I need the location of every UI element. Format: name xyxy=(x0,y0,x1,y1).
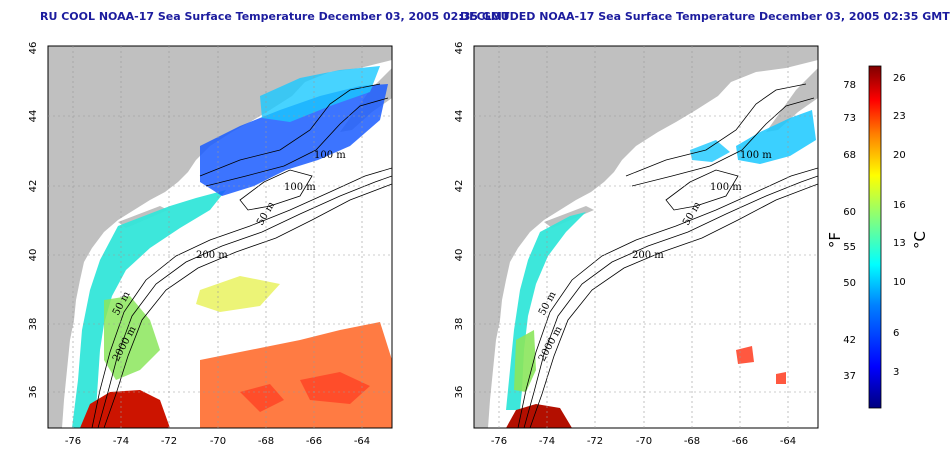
right-sst-gulf-maine-patch xyxy=(690,140,730,162)
fahrenheit-tick: 68 xyxy=(843,150,856,161)
celsius-tick: 10 xyxy=(893,277,906,288)
right-map: 100 m 100 m 50 m 200 m 50 m 2000 m -76 -… xyxy=(454,42,819,447)
fahrenheit-tick: 60 xyxy=(843,207,856,218)
colorbar-bar xyxy=(868,65,882,409)
left-sst-offshore-scatter xyxy=(240,372,370,412)
left-sst-gulf-maine-cyan xyxy=(260,66,380,122)
left-map: 100 m 100 m 50 m 200 m 50 m 2000 m -76 -… xyxy=(28,42,393,447)
right-y-tick: 46 xyxy=(454,42,465,55)
celsius-tick: 23 xyxy=(893,111,906,122)
left-sst-gulfstream-red xyxy=(80,390,170,428)
left-y-tick: 44 xyxy=(28,110,39,123)
right-x-axis: -76 -74 -72 -70 -68 -66 -64 xyxy=(491,436,796,447)
fahrenheit-label: °F xyxy=(826,232,844,248)
celsius-tick: 6 xyxy=(893,328,899,339)
right-panel-title: DECLOUDED NOAA-17 Sea Surface Temperatur… xyxy=(460,10,950,23)
left-y-tick: 38 xyxy=(28,318,39,331)
right-sst-coastal-cyan xyxy=(506,212,586,410)
fahrenheit-tick: 55 xyxy=(843,242,856,253)
fahrenheit-tick: 78 xyxy=(843,80,856,91)
celsius-tick: 26 xyxy=(893,73,906,84)
right-x-tick: -64 xyxy=(780,436,796,447)
celsius-label: °C xyxy=(911,231,929,249)
right-x-tick: -72 xyxy=(587,436,603,447)
left-sst-nearshore-green xyxy=(104,296,160,380)
left-map-frame xyxy=(47,45,393,429)
left-gridlines xyxy=(48,46,392,428)
right-bathymetry-contours xyxy=(517,83,818,428)
left-x-tick: -64 xyxy=(354,436,370,447)
left-x-tick: -66 xyxy=(306,436,322,447)
colorbar: °F °C 78 73 68 60 55 50 42 37 26 23 20 1… xyxy=(826,65,929,409)
left-sst-coastal-cyan xyxy=(72,190,226,428)
celsius-tick: 13 xyxy=(893,238,906,249)
right-x-tick: -70 xyxy=(636,436,652,447)
right-contour-label-1: 100 m xyxy=(740,150,772,161)
right-y-tick: 42 xyxy=(454,180,465,193)
left-x-tick: -70 xyxy=(210,436,226,447)
left-bathymetry-contours xyxy=(91,83,392,428)
right-sst-gulfstream-red xyxy=(506,404,572,428)
left-x-axis: -76 -74 -72 -70 -68 -66 -64 xyxy=(65,436,370,447)
left-sst-yellow-band xyxy=(196,276,280,312)
fahrenheit-tick: 73 xyxy=(843,113,856,124)
right-x-tick: -66 xyxy=(732,436,748,447)
right-sst-nearshore-green xyxy=(514,330,536,392)
left-land-mainland xyxy=(48,46,392,428)
left-panel-title: RU COOL NOAA-17 Sea Surface Temperature … xyxy=(40,10,510,23)
left-y-tick: 40 xyxy=(28,249,39,262)
left-contour-label-2: 100 m xyxy=(284,182,316,193)
fahrenheit-tick: 50 xyxy=(843,278,856,289)
right-land-mainland xyxy=(474,46,818,428)
celsius-tick: 20 xyxy=(893,150,906,161)
right-y-axis: 36 38 40 42 44 46 xyxy=(454,42,465,399)
right-contour-label-4: 200 m xyxy=(632,250,664,261)
right-y-tick: 44 xyxy=(454,110,465,123)
right-contour-label-2: 100 m xyxy=(710,182,742,193)
fahrenheit-tick: 42 xyxy=(843,335,856,346)
right-x-tick: -68 xyxy=(684,436,700,447)
left-contour-label-4: 200 m xyxy=(196,250,228,261)
celsius-tick: 3 xyxy=(893,367,899,378)
right-map-frame xyxy=(473,45,819,429)
left-y-tick: 36 xyxy=(28,386,39,399)
left-x-tick: -76 xyxy=(65,436,81,447)
right-x-tick: -76 xyxy=(491,436,507,447)
left-sst-gulf-maine-blue xyxy=(200,84,388,196)
right-sst-gulf-maine-cyan xyxy=(736,110,816,164)
right-sst-offshore-orange xyxy=(736,346,786,384)
left-y-axis: 36 38 40 42 44 46 xyxy=(28,42,39,399)
left-x-tick: -72 xyxy=(161,436,177,447)
left-y-tick: 42 xyxy=(28,180,39,193)
celsius-tick: 16 xyxy=(893,200,906,211)
right-y-tick: 38 xyxy=(454,318,465,331)
right-y-tick: 40 xyxy=(454,249,465,262)
left-x-tick: -74 xyxy=(113,436,129,447)
right-gridlines xyxy=(474,46,818,428)
left-y-tick: 46 xyxy=(28,42,39,55)
fahrenheit-tick: 37 xyxy=(843,371,856,382)
left-x-tick: -68 xyxy=(258,436,274,447)
right-y-tick: 36 xyxy=(454,386,465,399)
right-x-tick: -74 xyxy=(539,436,555,447)
left-contour-label-1: 100 m xyxy=(314,150,346,161)
